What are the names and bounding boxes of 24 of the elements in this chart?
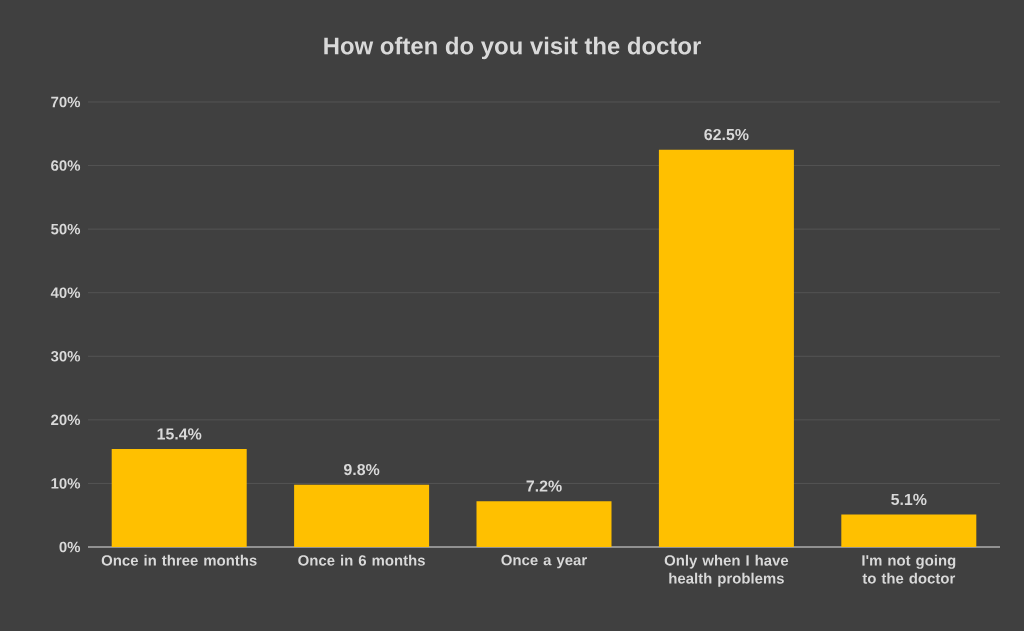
y-tick-label: 20% bbox=[51, 414, 81, 426]
bar bbox=[841, 514, 977, 547]
x-tick-label: Only when I have health problems bbox=[664, 554, 789, 587]
y-tick-label: 0% bbox=[59, 541, 81, 553]
x-tick-label: Once in 6 months bbox=[298, 554, 425, 566]
y-tick-label: 70% bbox=[51, 96, 81, 108]
chart-title: How often do you visit the doctor bbox=[324, 36, 701, 60]
data-label: 7.2% bbox=[526, 480, 562, 492]
data-label: 15.4% bbox=[157, 428, 202, 440]
bar bbox=[111, 449, 247, 547]
y-tick-label: 60% bbox=[51, 160, 81, 171]
y-tick-label: 50% bbox=[51, 223, 81, 235]
data-label: 9.8% bbox=[343, 463, 380, 476]
x-tick-label: I'm not going to the doctor bbox=[862, 554, 956, 584]
bar bbox=[294, 484, 430, 547]
x-tick-label: Once in three months bbox=[101, 554, 257, 566]
data-label: 62.5% bbox=[704, 128, 749, 141]
y-tick-label: 40% bbox=[50, 287, 81, 298]
data-label: 5.1% bbox=[891, 493, 927, 506]
bar bbox=[476, 501, 612, 547]
bar bbox=[658, 149, 794, 547]
x-tick-label: Once a year bbox=[501, 554, 587, 569]
y-tick-label: 10% bbox=[51, 478, 81, 489]
y-tick-label: 30% bbox=[50, 350, 81, 362]
